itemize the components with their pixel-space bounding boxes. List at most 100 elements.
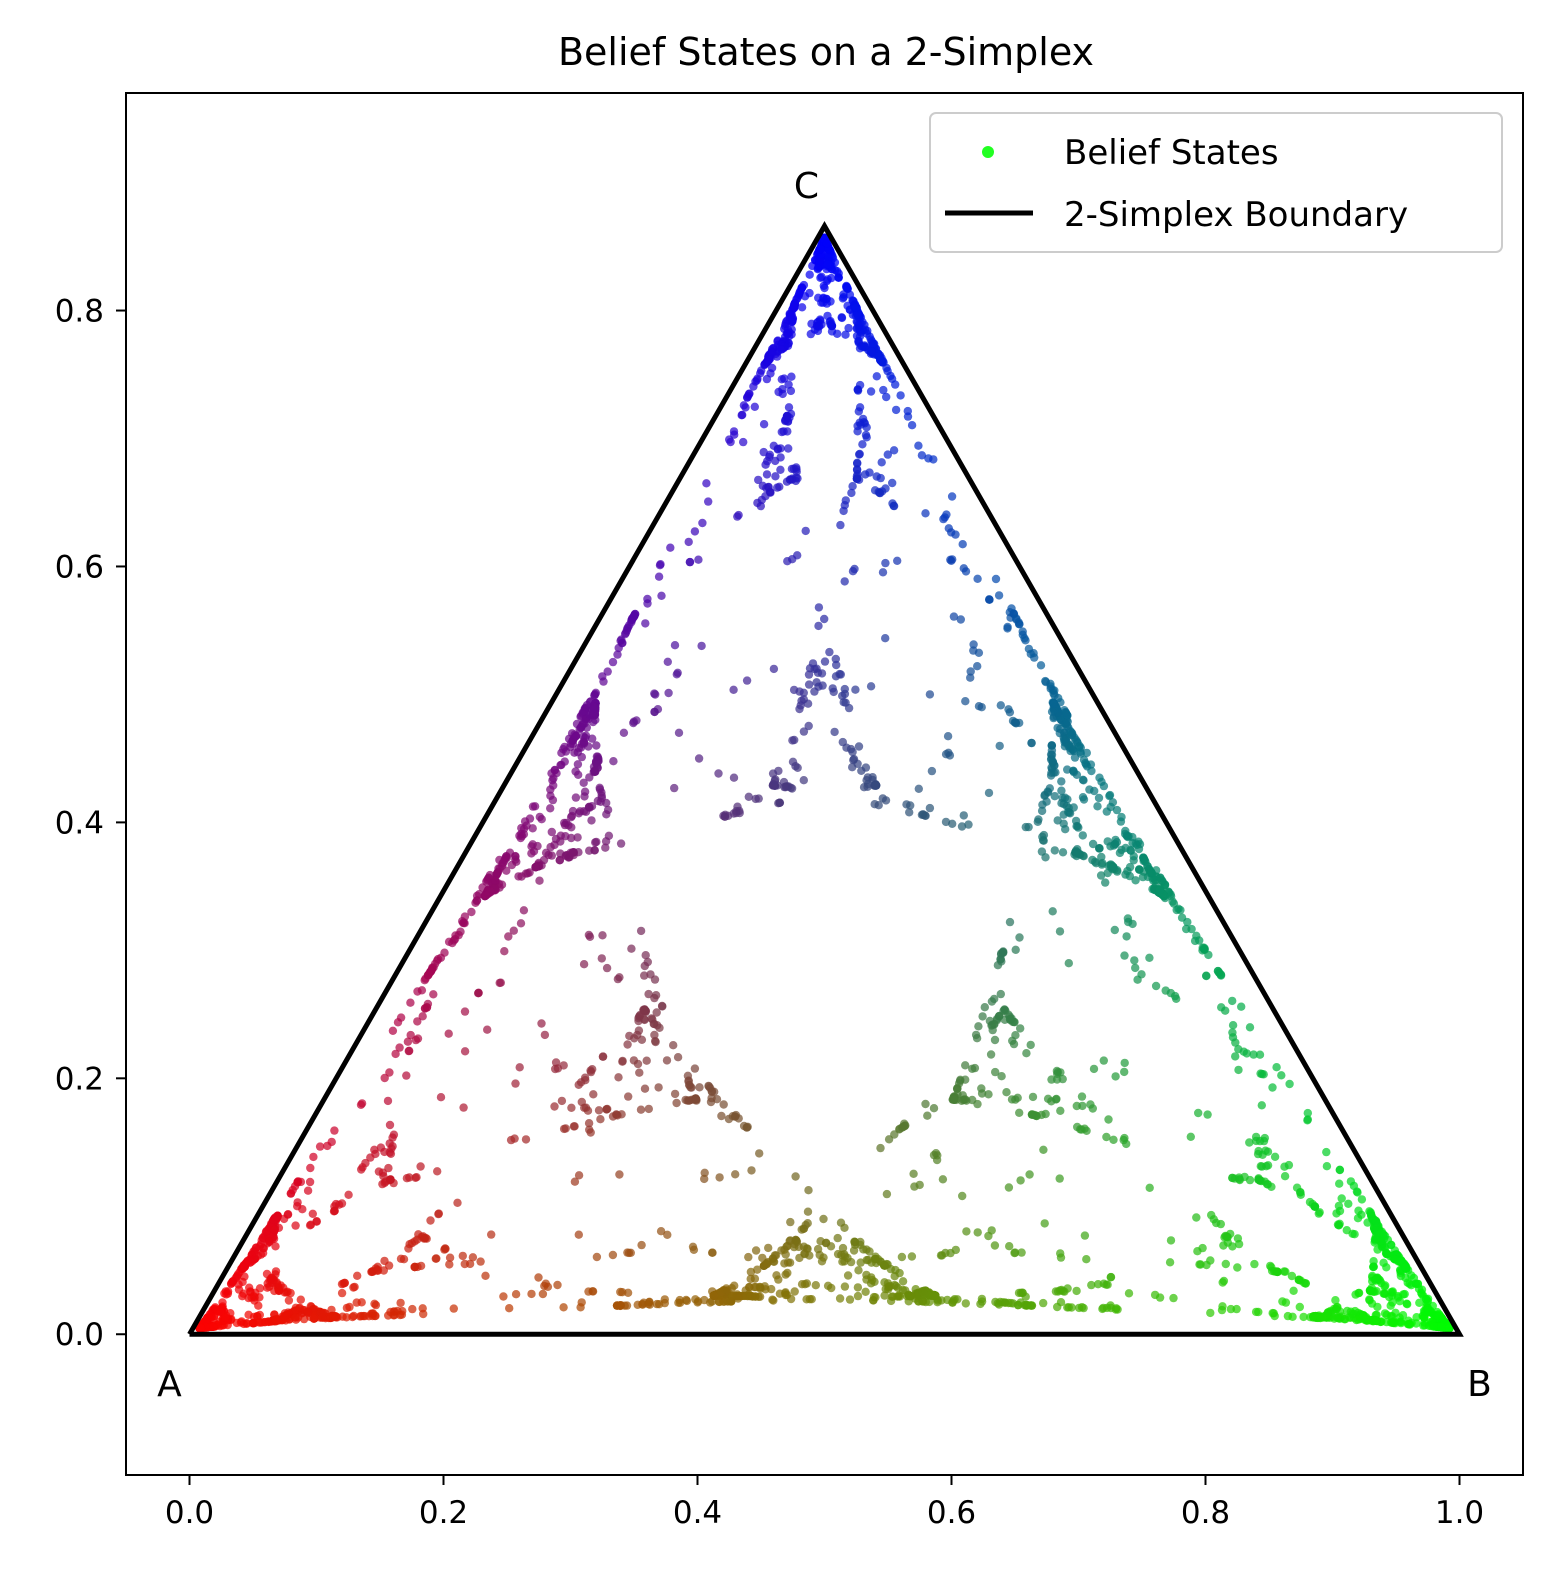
belief-state-point <box>985 1016 995 1026</box>
belief-state-point <box>373 1266 383 1275</box>
belief-state-point <box>848 482 857 491</box>
belief-state-point <box>579 778 588 787</box>
belief-state-point <box>1231 1052 1240 1061</box>
belief-state-point <box>947 556 956 565</box>
belief-state-point <box>657 1001 667 1011</box>
belief-state-point <box>650 1030 659 1040</box>
belief-state-point <box>1078 793 1088 802</box>
belief-state-point <box>1354 1288 1363 1298</box>
belief-state-point <box>445 1260 454 1269</box>
belief-state-point <box>1063 1284 1072 1293</box>
belief-state-point <box>643 594 652 604</box>
belief-state-point <box>1022 1049 1031 1058</box>
belief-state-point <box>614 1073 623 1082</box>
belief-state-point <box>591 688 600 697</box>
belief-state-point <box>592 752 602 761</box>
belief-state-point <box>663 1230 672 1240</box>
belief-state-point <box>1322 1162 1332 1171</box>
belief-state-point <box>371 1311 380 1321</box>
belief-state-point <box>1263 1161 1273 1170</box>
x-tick-label: 0.6 <box>927 1495 976 1531</box>
belief-state-point <box>844 323 853 333</box>
belief-state-point <box>1169 1293 1178 1303</box>
belief-state-point <box>1057 777 1066 786</box>
belief-state-point <box>283 1287 292 1297</box>
belief-state-point <box>1295 1302 1305 1312</box>
belief-state-point <box>617 1110 626 1119</box>
belief-state-point <box>566 813 576 822</box>
belief-state-point <box>1126 845 1135 855</box>
belief-state-point <box>1094 793 1104 803</box>
belief-state-point <box>716 1287 726 1297</box>
belief-state-point <box>1016 1176 1025 1185</box>
belief-state-point <box>1055 1174 1064 1183</box>
belief-state-point <box>385 1068 394 1077</box>
belief-state-point <box>980 1003 989 1012</box>
belief-state-point <box>715 1173 724 1182</box>
belief-state-point <box>759 420 769 429</box>
belief-state-point <box>436 1093 446 1102</box>
belief-state-point <box>527 849 536 858</box>
belief-state-point <box>1067 742 1076 752</box>
belief-state-point <box>1219 1241 1228 1250</box>
belief-state-point <box>799 776 808 785</box>
belief-state-point <box>881 484 890 493</box>
belief-state-point <box>729 773 739 782</box>
belief-state-point <box>996 701 1005 710</box>
belief-state-point <box>961 1061 970 1070</box>
belief-state-point <box>925 803 935 813</box>
belief-state-point <box>387 1144 396 1153</box>
belief-state-point <box>840 1257 849 1266</box>
belief-state-point <box>1109 862 1118 872</box>
belief-state-point <box>811 1281 820 1290</box>
belief-state-point <box>1251 1132 1261 1142</box>
belief-state-point <box>1270 1267 1279 1276</box>
belief-state-point <box>406 998 415 1007</box>
belief-state-point <box>878 568 888 577</box>
belief-state-point <box>791 1172 800 1181</box>
belief-state-point <box>495 978 504 988</box>
belief-state-point <box>1041 853 1050 862</box>
belief-state-point <box>516 919 526 928</box>
belief-state-point <box>613 974 623 984</box>
belief-state-point <box>472 896 482 905</box>
y-tick-label: 0.0 <box>55 1317 104 1353</box>
belief-state-point <box>1174 904 1183 913</box>
belief-state-point <box>561 1124 570 1133</box>
belief-state-point <box>780 1259 789 1268</box>
belief-state-point <box>752 376 762 385</box>
belief-state-point <box>856 1258 865 1267</box>
belief-state-point <box>768 348 777 358</box>
belief-state-point <box>655 1300 664 1309</box>
belief-state-point <box>584 802 594 812</box>
belief-state-point <box>629 1056 639 1065</box>
belief-state-point <box>1192 1213 1201 1222</box>
belief-state-point <box>370 1299 379 1309</box>
belief-state-point <box>413 1017 422 1026</box>
belief-state-point <box>804 680 814 689</box>
belief-state-point <box>1357 1195 1367 1204</box>
belief-state-point <box>279 1312 289 1321</box>
belief-state-point <box>775 798 784 807</box>
belief-state-point <box>517 872 526 881</box>
belief-state-point <box>793 763 802 772</box>
belief-state-point <box>429 990 438 999</box>
belief-state-point <box>723 1286 732 1295</box>
belief-state-point <box>978 1012 987 1021</box>
belief-state-point <box>1011 718 1020 727</box>
belief-state-point <box>896 391 905 400</box>
belief-state-point <box>929 1104 939 1113</box>
belief-state-point <box>1002 1088 1011 1097</box>
belief-state-point <box>597 791 606 800</box>
belief-state-point <box>1268 1083 1277 1092</box>
belief-state-point <box>1036 661 1046 670</box>
belief-state-point <box>1296 1188 1305 1197</box>
belief-state-point <box>836 520 845 530</box>
belief-state-point <box>891 380 900 389</box>
belief-state-point <box>914 784 923 793</box>
belief-state-point <box>851 685 860 694</box>
belief-state-point <box>571 793 581 802</box>
belief-state-point <box>349 1283 358 1292</box>
belief-state-point <box>330 1126 339 1135</box>
belief-state-point <box>690 1064 700 1073</box>
